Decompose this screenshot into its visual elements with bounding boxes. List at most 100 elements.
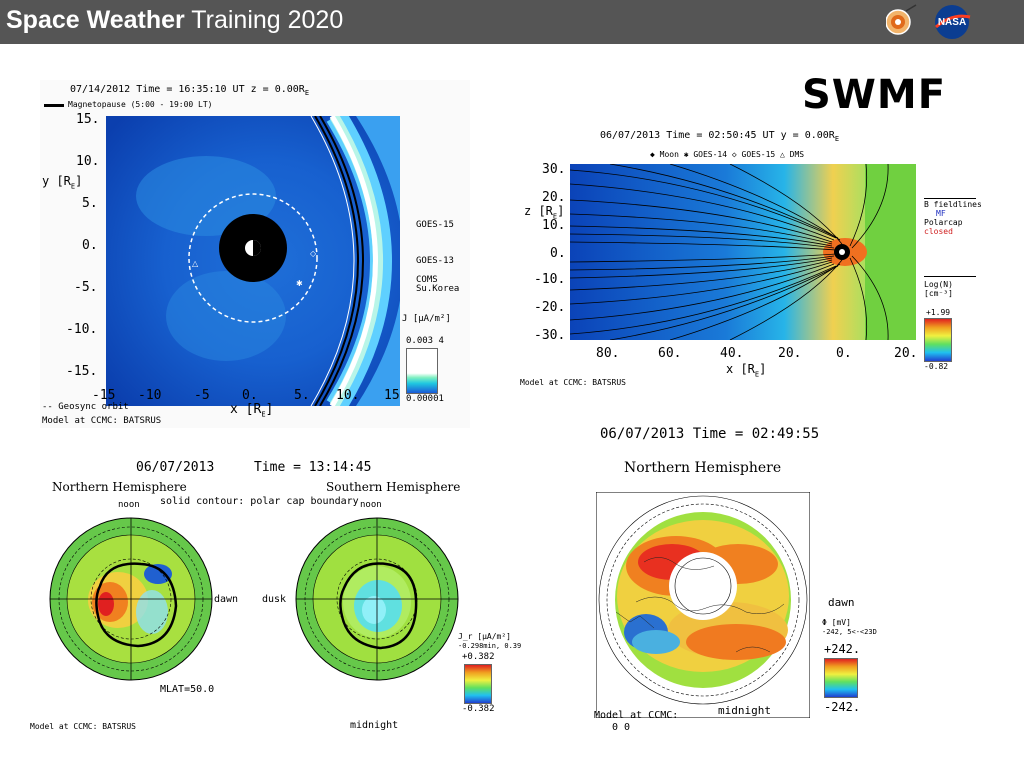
tr-cbar-bottom: -0.82 xyxy=(924,362,949,371)
br-midnight: midnight xyxy=(718,704,771,717)
tr-ytick: 30. xyxy=(542,162,566,177)
tr-plot xyxy=(570,164,916,340)
tr-cbar-rule xyxy=(924,276,976,277)
tl-footer-model: Model at CCMC: BATSRUS xyxy=(42,416,162,426)
slide-title: Space Weather Training 2020 xyxy=(6,6,343,35)
tl-legend: Magnetopause (5:00 - 19:00 LT) xyxy=(68,100,213,109)
tl-xaxis-label: x [RE] xyxy=(230,402,274,419)
tl-plot: △ ◇ ✱ xyxy=(106,116,400,406)
tr-legend-item: B fieldlines xyxy=(924,200,982,209)
tl-ytick: -10. xyxy=(66,322,98,337)
tl-footer-orbit: -- Geosync orbit xyxy=(42,402,129,412)
bl-noon-right: noon xyxy=(360,500,382,510)
bl-dusk: dusk xyxy=(262,594,287,605)
swmf-label: SWMF xyxy=(802,72,947,118)
tr-legend-rule xyxy=(924,198,976,199)
bl-date: 06/07/2013 xyxy=(136,460,215,475)
bl-cbar-range: -0.298min, 0.39 xyxy=(458,642,522,650)
tl-xtick: -5 xyxy=(194,388,210,403)
tl-cbar-label: J [μA/m²] xyxy=(402,314,451,324)
tl-marker-label: COMS Su.Korea xyxy=(416,275,460,294)
tl-marker-label: GOES-15 xyxy=(416,220,454,230)
title-rest: Training 2020 xyxy=(184,6,344,34)
tr-xtick: 0. xyxy=(836,346,852,361)
tl-ytick: 5. xyxy=(82,196,98,211)
tl-ytick: 10. xyxy=(76,154,100,169)
bl-midnight: midnight xyxy=(350,720,399,731)
tr-xaxis-label: x [RE] xyxy=(726,362,767,379)
tl-marker-coms: ✱ xyxy=(296,279,303,288)
br-cbar-range: -242, 5<-<23D xyxy=(822,628,877,636)
tr-cbar-label: Log(N) [cm⁻³] xyxy=(924,280,953,298)
tl-cbar-top: 0.003 4 xyxy=(406,336,444,346)
bl-mlat: MLAT=50.0 xyxy=(160,684,215,695)
bl-subtitle: solid contour: polar cap boundary xyxy=(160,496,359,507)
title-bold: Space Weather xyxy=(6,6,185,34)
tr-header: 06/07/2013 Time = 02:50:45 UT y = 0.00RE xyxy=(600,130,840,143)
tr-footer: Model at CCMC: BATSRUS xyxy=(520,378,626,387)
tr-cbar-top: +1.99 xyxy=(926,308,951,317)
bl-colorbar xyxy=(464,664,492,704)
logos: NASA xyxy=(886,4,971,39)
br-disk xyxy=(596,492,810,718)
tr-ytick: -30. xyxy=(534,328,566,343)
tr-xtick: 40. xyxy=(720,346,744,361)
br-colorbar xyxy=(824,658,858,698)
bl-south-disk xyxy=(295,517,459,681)
br-footer-model: Model at CCMC: xyxy=(594,710,679,721)
nasa-meatball-icon: NASA xyxy=(935,5,971,39)
title-bar: Space Weather Training 2020 NASA xyxy=(0,0,1024,44)
tr-ytick: 20. xyxy=(542,190,566,205)
tl-marker-goes13: ◇ xyxy=(310,249,317,258)
panel-ionosphere-currents: 06/07/2013 Time = 13:14:45 Northern Hemi… xyxy=(30,456,530,736)
tl-colorbar xyxy=(406,348,438,394)
tr-ytick: 0. xyxy=(550,246,566,261)
br-cbar-label: Φ [mV] xyxy=(822,618,851,627)
tr-legend-item: closed xyxy=(924,227,953,236)
tl-xtick: -10 xyxy=(138,388,162,403)
tr-xtick: 20. xyxy=(894,346,918,361)
tr-colorbar xyxy=(924,318,952,362)
tl-ytick: 0. xyxy=(82,238,98,253)
tl-ytick: -15. xyxy=(66,364,98,379)
bl-north-disk xyxy=(49,517,213,681)
br-footer-extra: 0 0 xyxy=(612,722,631,733)
tr-xtick: 80. xyxy=(596,346,620,361)
br-time: 06/07/2013 Time = 02:49:55 xyxy=(600,426,820,442)
tl-ytick: 15. xyxy=(76,112,100,127)
tr-legend-item: Polarcap xyxy=(924,218,963,227)
br-dawn: dawn xyxy=(828,596,855,609)
bl-noon-left: noon xyxy=(118,500,140,510)
tl-legend-line xyxy=(44,104,64,107)
ccmc-logo-icon xyxy=(886,4,917,35)
tl-header: 07/14/2012 Time = 16:35:10 UT z = 0.00RE xyxy=(70,84,310,97)
tr-legend: ◆ Moon ✱ GOES-14 ◇ GOES-15 △ DMS xyxy=(650,150,805,159)
tl-yaxis-label: y [RE] xyxy=(42,174,83,191)
panel-ionosphere-potential: 06/07/2013 Time = 02:49:55 Northern Hemi… xyxy=(588,424,878,736)
bl-time: Time = 13:14:45 xyxy=(254,460,372,475)
bl-south-title: Southern Hemisphere xyxy=(326,480,461,494)
tl-marker-label: GOES-13 xyxy=(416,256,454,266)
tr-xtick: 60. xyxy=(658,346,682,361)
tr-ytick: 10. xyxy=(542,218,566,233)
bl-north-title: Northern Hemisphere xyxy=(52,480,187,494)
tl-cbar-bottom: 0.00001 xyxy=(406,394,444,404)
tl-xtick: 10. xyxy=(336,388,360,403)
tr-legend-item: MF xyxy=(936,209,946,218)
tl-xtick: 0. xyxy=(242,388,258,403)
bl-cbar-top: +0.382 xyxy=(462,652,495,662)
bl-footer: Model at CCMC: BATSRUS xyxy=(30,722,136,731)
tl-ytick: -5. xyxy=(74,280,98,295)
tr-ytick: -10. xyxy=(534,272,566,287)
svg-text:NASA: NASA xyxy=(938,17,966,28)
bl-cbar-bottom: -0.382 xyxy=(462,704,495,714)
panel-meridional-density: 06/07/2013 Time = 02:50:45 UT y = 0.00RE… xyxy=(516,128,982,392)
tr-yaxis-label: z [RE] xyxy=(524,204,565,221)
br-north-title: Northern Hemisphere xyxy=(624,460,782,476)
tl-marker-goes15: △ xyxy=(192,259,199,268)
tl-xtick: -15 xyxy=(92,388,116,403)
bl-dawn: dawn xyxy=(214,594,239,605)
tl-xtick: 5. xyxy=(294,388,310,403)
tr-xtick: 20. xyxy=(778,346,802,361)
br-cbar-top: +242. xyxy=(824,642,861,656)
